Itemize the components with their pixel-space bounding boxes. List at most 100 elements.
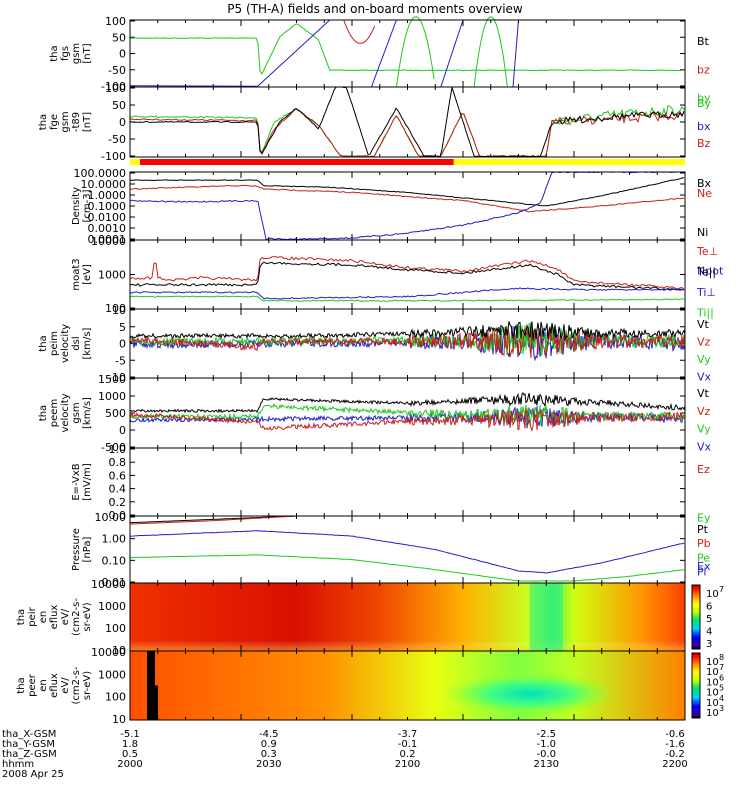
ephem-value: -1.0 [536, 739, 556, 750]
ylabel-density: [cm-3] [82, 189, 93, 222]
ylabel-peem: gsm [71, 402, 82, 423]
colorbar-exp-peer: 7 [719, 663, 724, 672]
colorbar-tick-peir: 5 [706, 614, 712, 625]
frame-density [129, 171, 686, 241]
ylabel-peir: en [38, 611, 49, 624]
ylabel-fgs: fgs [60, 46, 71, 61]
colorbar-exp-peer: 4 [719, 694, 724, 703]
ytick-peim: 10 [112, 304, 126, 317]
ytick-temp: 10000 [91, 235, 126, 248]
ephem-value: -1.6 [665, 739, 685, 750]
colorbar-tick-peir: 6 [706, 602, 712, 613]
ephem-value: 0.3 [261, 749, 277, 760]
ylabel-peir: eflux [49, 605, 60, 630]
legend-peem-vt: Vt [697, 387, 710, 400]
plot-title: P5 (TH-A) fields and on-board moments ov… [227, 2, 523, 16]
ylabel-peer: sr-eV) [82, 671, 93, 700]
colorbar-tick-peer: 10 [706, 667, 719, 678]
legend-temp-te: Te⊥ [696, 245, 718, 258]
ytick-peim: 0 [119, 338, 126, 351]
ylabel-peir: (cm2-s- [71, 598, 82, 636]
plot-area-peim [129, 321, 686, 362]
legend-density-ne: Ne [697, 187, 712, 200]
legend-pressure-pt: Pt [697, 523, 709, 536]
ylabel-fgs: gsm [71, 43, 82, 64]
legend-fge-bx: Bx [697, 177, 712, 190]
legend-fge-bz: Bz [697, 137, 711, 150]
series-ne [129, 184, 685, 213]
panel-temp: moat3 [eV] 10000 1000 100 Te⊥ Te|| Ti⊥ Ti|| [71, 235, 718, 319]
ytick-fgs: 100 [105, 15, 126, 28]
ephem-value: -4.5 [259, 729, 279, 740]
ylabel-fge: gsm [60, 111, 71, 132]
ephem-value: 2200 [662, 759, 687, 770]
ytick-peir: 10000 [91, 578, 126, 591]
legend-pressure-pb: Pb [697, 537, 711, 550]
legend-efield-ez: Ez [697, 463, 710, 476]
plot-area-fge [129, 86, 685, 158]
series-vx [129, 406, 686, 429]
ytick-fge: 0 [119, 116, 126, 129]
ytick-fge: -100 [101, 150, 126, 163]
legend-peim-vy: Vy [697, 353, 711, 366]
ephem-value: -0.6 [665, 729, 685, 740]
series-by [129, 23, 684, 75]
series-tepar [129, 261, 685, 291]
ytick-fgs: 0 [119, 48, 126, 61]
colorbar-exp-peer: 6 [719, 673, 724, 682]
panel-peer: tha peer en eflux eV/(cm2-s-sr-eV) 10000 1000 1… [16, 646, 724, 726]
series-pe [129, 554, 685, 582]
ytick-temp: 1000 [98, 269, 126, 282]
panel-peim: tha peim velocity dsl [km/s] 10 5 0 -5 -10 Vt Vz Vy V… [38, 304, 712, 384]
ytick-peir: 1000 [98, 600, 126, 613]
colorbar-tick-peer: 10 [706, 698, 719, 709]
legend-peim-vt: Vt [697, 318, 710, 331]
series-teperp [129, 256, 685, 290]
ytick-efield: 0.4 [109, 483, 127, 496]
plot-area-peer [130, 651, 685, 720]
panel-fge: tha fge gsm -t89 [nT] 100 50 0 -50 -100 By Bz Bx [38, 82, 712, 190]
ytick-efield: 0.0 [109, 509, 127, 522]
ylabel-peim: dsl [71, 336, 82, 350]
series-by [473, 16, 508, 88]
ephem-value: 1.8 [122, 739, 138, 750]
legend-temp-te: Te|| [696, 265, 716, 278]
ylabel-peem: velocity [60, 393, 71, 432]
ephem-value: 0.5 [122, 749, 138, 760]
ytick-pressure: 0.10 [102, 554, 127, 567]
series-bz [129, 107, 685, 158]
ytick-peim: -10 [108, 371, 126, 384]
colorbar-tick-peer: 10 [706, 688, 719, 699]
legend-peem-vx: Vx [697, 440, 712, 453]
series-vt [129, 392, 686, 414]
ytick-efield: 1.0 [109, 443, 127, 456]
legend-temp-ti: Ti⊥ [696, 286, 716, 299]
series-vt [129, 321, 686, 341]
ylabel-fge: -t89 [71, 112, 82, 132]
ytick-pressure: 1.00 [102, 533, 127, 546]
ephem-value: -0.2 [665, 749, 685, 760]
ytick-density: 0.0001 [88, 233, 127, 246]
ephem-label-1: tha_Y-GSM [2, 739, 55, 750]
ytick-density: 10.0000 [81, 178, 127, 191]
legend-fgs-bx: bx [697, 120, 711, 133]
data-gap [147, 651, 155, 720]
series-bx [129, 86, 685, 158]
ylabel-peir: sr-eV) [82, 602, 93, 631]
ylabel-density: Density [71, 187, 82, 225]
colorbar-tick-peir: 3 [706, 639, 712, 650]
ylabel-peir: peir [27, 606, 38, 626]
ylabel-pressure: [nPa] [82, 536, 93, 562]
ytick-fgs: 50 [112, 31, 126, 44]
ylabel-peem: peem [49, 399, 60, 427]
legend-peim-vz: Vz [697, 336, 711, 349]
legend-peem-vz: Vz [697, 405, 711, 418]
legend-peim-vx: Vx [697, 371, 712, 384]
colorbar-exp-peer: 5 [719, 684, 724, 693]
ytick-peem: 500 [105, 407, 126, 420]
legend-temp-ti: Ti|| [696, 306, 714, 319]
ytick-peem: 0 [119, 424, 126, 437]
legend-efield-ex: Ex [697, 560, 711, 573]
series-tiperp [129, 287, 685, 300]
